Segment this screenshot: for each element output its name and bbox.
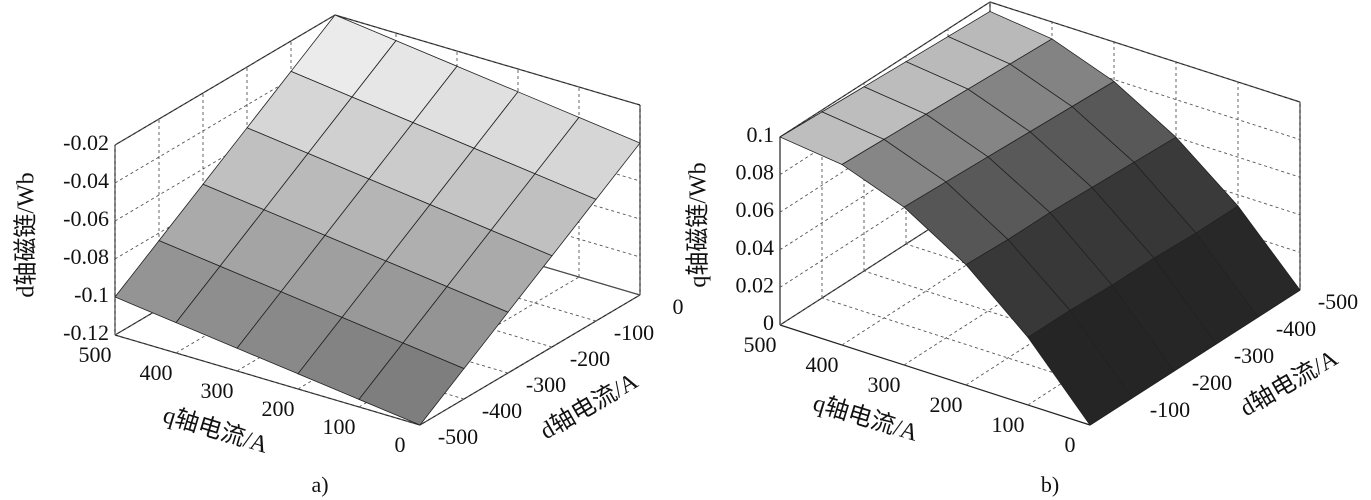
z-tick-label: 0 [763, 310, 774, 335]
x-tick-label: 500 [79, 342, 112, 367]
grid-line [114, 334, 421, 426]
caption: a) [311, 472, 328, 497]
x-tick-label: 300 [201, 378, 234, 403]
y-tick-label: -500 [438, 424, 478, 449]
grid-line [419, 294, 641, 426]
z-tick-label: -0.06 [63, 206, 109, 231]
z-axis-title: d轴磁链/Wb [13, 172, 40, 297]
z-tick-label: 0.1 [747, 122, 775, 147]
y-tick-label: -300 [526, 372, 566, 397]
x-axis-title: q轴电流/A [160, 401, 272, 459]
z-tick-label: 0.08 [736, 160, 775, 185]
box-edge [779, 324, 1091, 426]
x-tick-label: 200 [930, 392, 963, 417]
y-tick-label: -400 [1276, 316, 1316, 341]
grid-line [334, 204, 641, 296]
y-tick-label: -500 [1318, 289, 1358, 314]
grid-line [334, 166, 641, 258]
z-tick-label: -0.08 [63, 244, 109, 269]
x-tick-label: 0 [1065, 432, 1076, 457]
x-tick-label: 100 [992, 412, 1025, 437]
y-tick-label: -300 [1234, 343, 1274, 368]
x-tick-label: 500 [744, 332, 777, 357]
x-tick-label: 400 [140, 360, 173, 385]
surface-face [1027, 309, 1133, 426]
y-tick-label: -100 [1150, 397, 1190, 422]
z-tick-label: 0.02 [736, 272, 775, 297]
z-tick-label: -0.12 [63, 320, 109, 345]
z-tick-label: -0.04 [63, 168, 109, 193]
z-tick-label: -0.02 [63, 130, 109, 155]
grid-line [114, 14, 336, 146]
x-tick-label: 400 [806, 352, 839, 377]
z-axis-title: q轴磁链/Wb [685, 162, 712, 287]
y-tick-label: -200 [570, 346, 610, 371]
z-tick-label: 0.04 [736, 235, 775, 260]
caption: b) [1041, 472, 1059, 497]
z-tick-label: 0.06 [736, 197, 775, 222]
surface-face [358, 342, 465, 426]
grid-line [989, 1, 1301, 103]
grid-line [334, 14, 641, 106]
y-tick-label: -200 [1192, 370, 1232, 395]
y-tick-label: -100 [614, 320, 654, 345]
x-tick-label: 300 [868, 372, 901, 397]
y-tick-label: -400 [482, 398, 522, 423]
y-tick-label: 0 [673, 294, 684, 319]
x-axis-title: q轴电流/A [810, 389, 922, 447]
box-edge [779, 1, 991, 138]
x-tick-label: 200 [262, 396, 295, 421]
z-tick-label: -0.1 [74, 282, 109, 307]
x-tick-label: 0 [395, 432, 406, 457]
x-tick-label: 100 [323, 414, 356, 439]
